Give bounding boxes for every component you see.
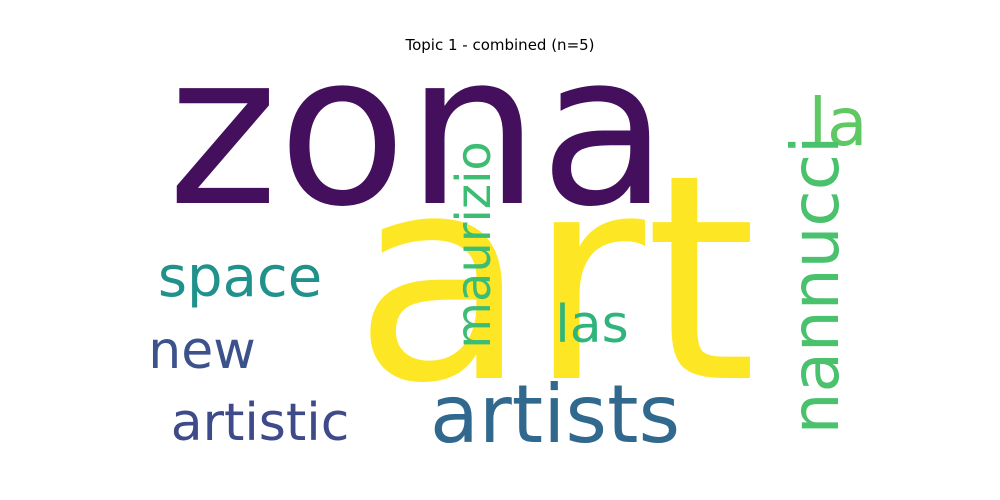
word-space: space [158, 245, 322, 310]
word-zona: zona [168, 8, 669, 253]
word-la: la [809, 84, 868, 161]
word-artists: artists [430, 368, 680, 461]
word-art: art [353, 114, 757, 446]
word-maurizio: maurizio [446, 141, 502, 349]
word-artistic: artistic [171, 393, 350, 453]
word-nannucci: nannucci [777, 136, 854, 435]
word-new: new [148, 321, 255, 381]
word-las: las [555, 295, 628, 355]
chart-title: Topic 1 - combined (n=5) [405, 36, 595, 54]
